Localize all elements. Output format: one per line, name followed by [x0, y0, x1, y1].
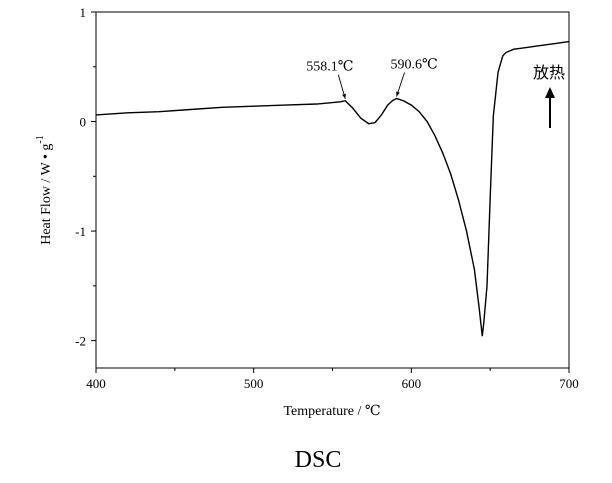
- x-tick-label: 600: [402, 376, 422, 391]
- y-axis-title: Heat Flow / W • g-1: [35, 135, 54, 245]
- peak-label: 590.6℃: [391, 58, 438, 73]
- x-tick-label: 400: [86, 376, 106, 391]
- y-tick-label: 0: [80, 115, 87, 130]
- y-axis-title-main: Heat Flow / W • g: [39, 144, 54, 245]
- axis-ticks: [91, 11, 570, 373]
- x-axis-title: Temperature / ℃: [283, 404, 380, 419]
- peak-label: 558.1℃: [306, 60, 353, 75]
- peak-annotations: 558.1℃ 590.6℃: [306, 58, 438, 99]
- peak-arrowhead: [396, 91, 400, 97]
- figure-caption: DSC: [295, 447, 342, 473]
- x-tick-label: 500: [244, 376, 264, 391]
- exothermic-arrow: [545, 87, 555, 128]
- heat-flow-curve: [95, 40, 570, 337]
- y-tick-label: -1: [75, 224, 86, 239]
- peak-arrowhead: [342, 93, 346, 99]
- x-tick-label: 700: [559, 376, 579, 391]
- y-tick-label: 1: [80, 5, 87, 20]
- axis-tick-labels: 400 500 600 700 1 0 -1 -2: [75, 5, 579, 391]
- y-axis-title-sup: -1: [35, 135, 46, 143]
- y-tick-label: -2: [75, 334, 86, 349]
- svg-text:Heat Flow / W • g-1: Heat Flow / W • g-1: [35, 135, 54, 245]
- exothermic-label: 放热: [533, 63, 565, 82]
